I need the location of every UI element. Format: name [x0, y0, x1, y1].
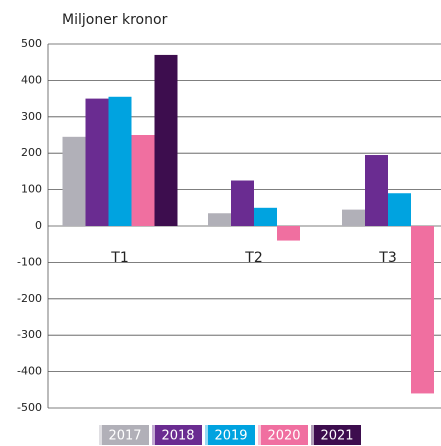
bar [154, 54, 178, 226]
y-tick-label: 200 [21, 146, 42, 159]
legend-swatch [205, 425, 255, 445]
chart-subtitle: Miljoner kronor [62, 12, 168, 28]
legend-label: 2019 [214, 429, 247, 444]
y-tick-label: -200 [17, 292, 42, 305]
legend-label: 2017 [108, 429, 141, 444]
bar [62, 136, 86, 226]
legend-swatch [258, 425, 308, 445]
legend-tab [99, 425, 102, 445]
y-tick-label: 400 [21, 73, 42, 86]
x-tick-label: T1 [110, 250, 128, 266]
y-tick-label: -300 [17, 328, 42, 341]
bar [254, 207, 277, 226]
y-tick-label: -500 [17, 401, 42, 414]
legend-tab [258, 425, 261, 445]
x-tick-label: T3 [378, 250, 396, 266]
legend-label: 2021 [320, 429, 353, 444]
y-tick-label: 100 [21, 183, 42, 196]
bar [411, 226, 434, 394]
legend-tab [205, 425, 208, 445]
legend-swatch [152, 425, 202, 445]
legend-swatch [99, 425, 149, 445]
y-tick-label: 0 [35, 219, 42, 232]
bar [342, 209, 365, 226]
legend-tab [311, 425, 314, 445]
y-tick-label: -100 [17, 255, 42, 268]
bar [365, 155, 388, 226]
legend-label: 2018 [161, 429, 194, 444]
bar [108, 96, 132, 226]
bar [388, 193, 411, 226]
bar [231, 180, 254, 226]
legend-tab [152, 425, 155, 445]
y-tick-label: 300 [21, 110, 42, 123]
bar [131, 135, 155, 226]
legend-swatch [311, 425, 361, 445]
bar [208, 213, 231, 226]
x-tick-label: T2 [244, 250, 262, 266]
bar [277, 226, 300, 241]
y-tick-label: 500 [21, 37, 42, 50]
bar [85, 98, 109, 226]
y-tick-label: -400 [17, 365, 42, 378]
legend-label: 2020 [267, 429, 300, 444]
